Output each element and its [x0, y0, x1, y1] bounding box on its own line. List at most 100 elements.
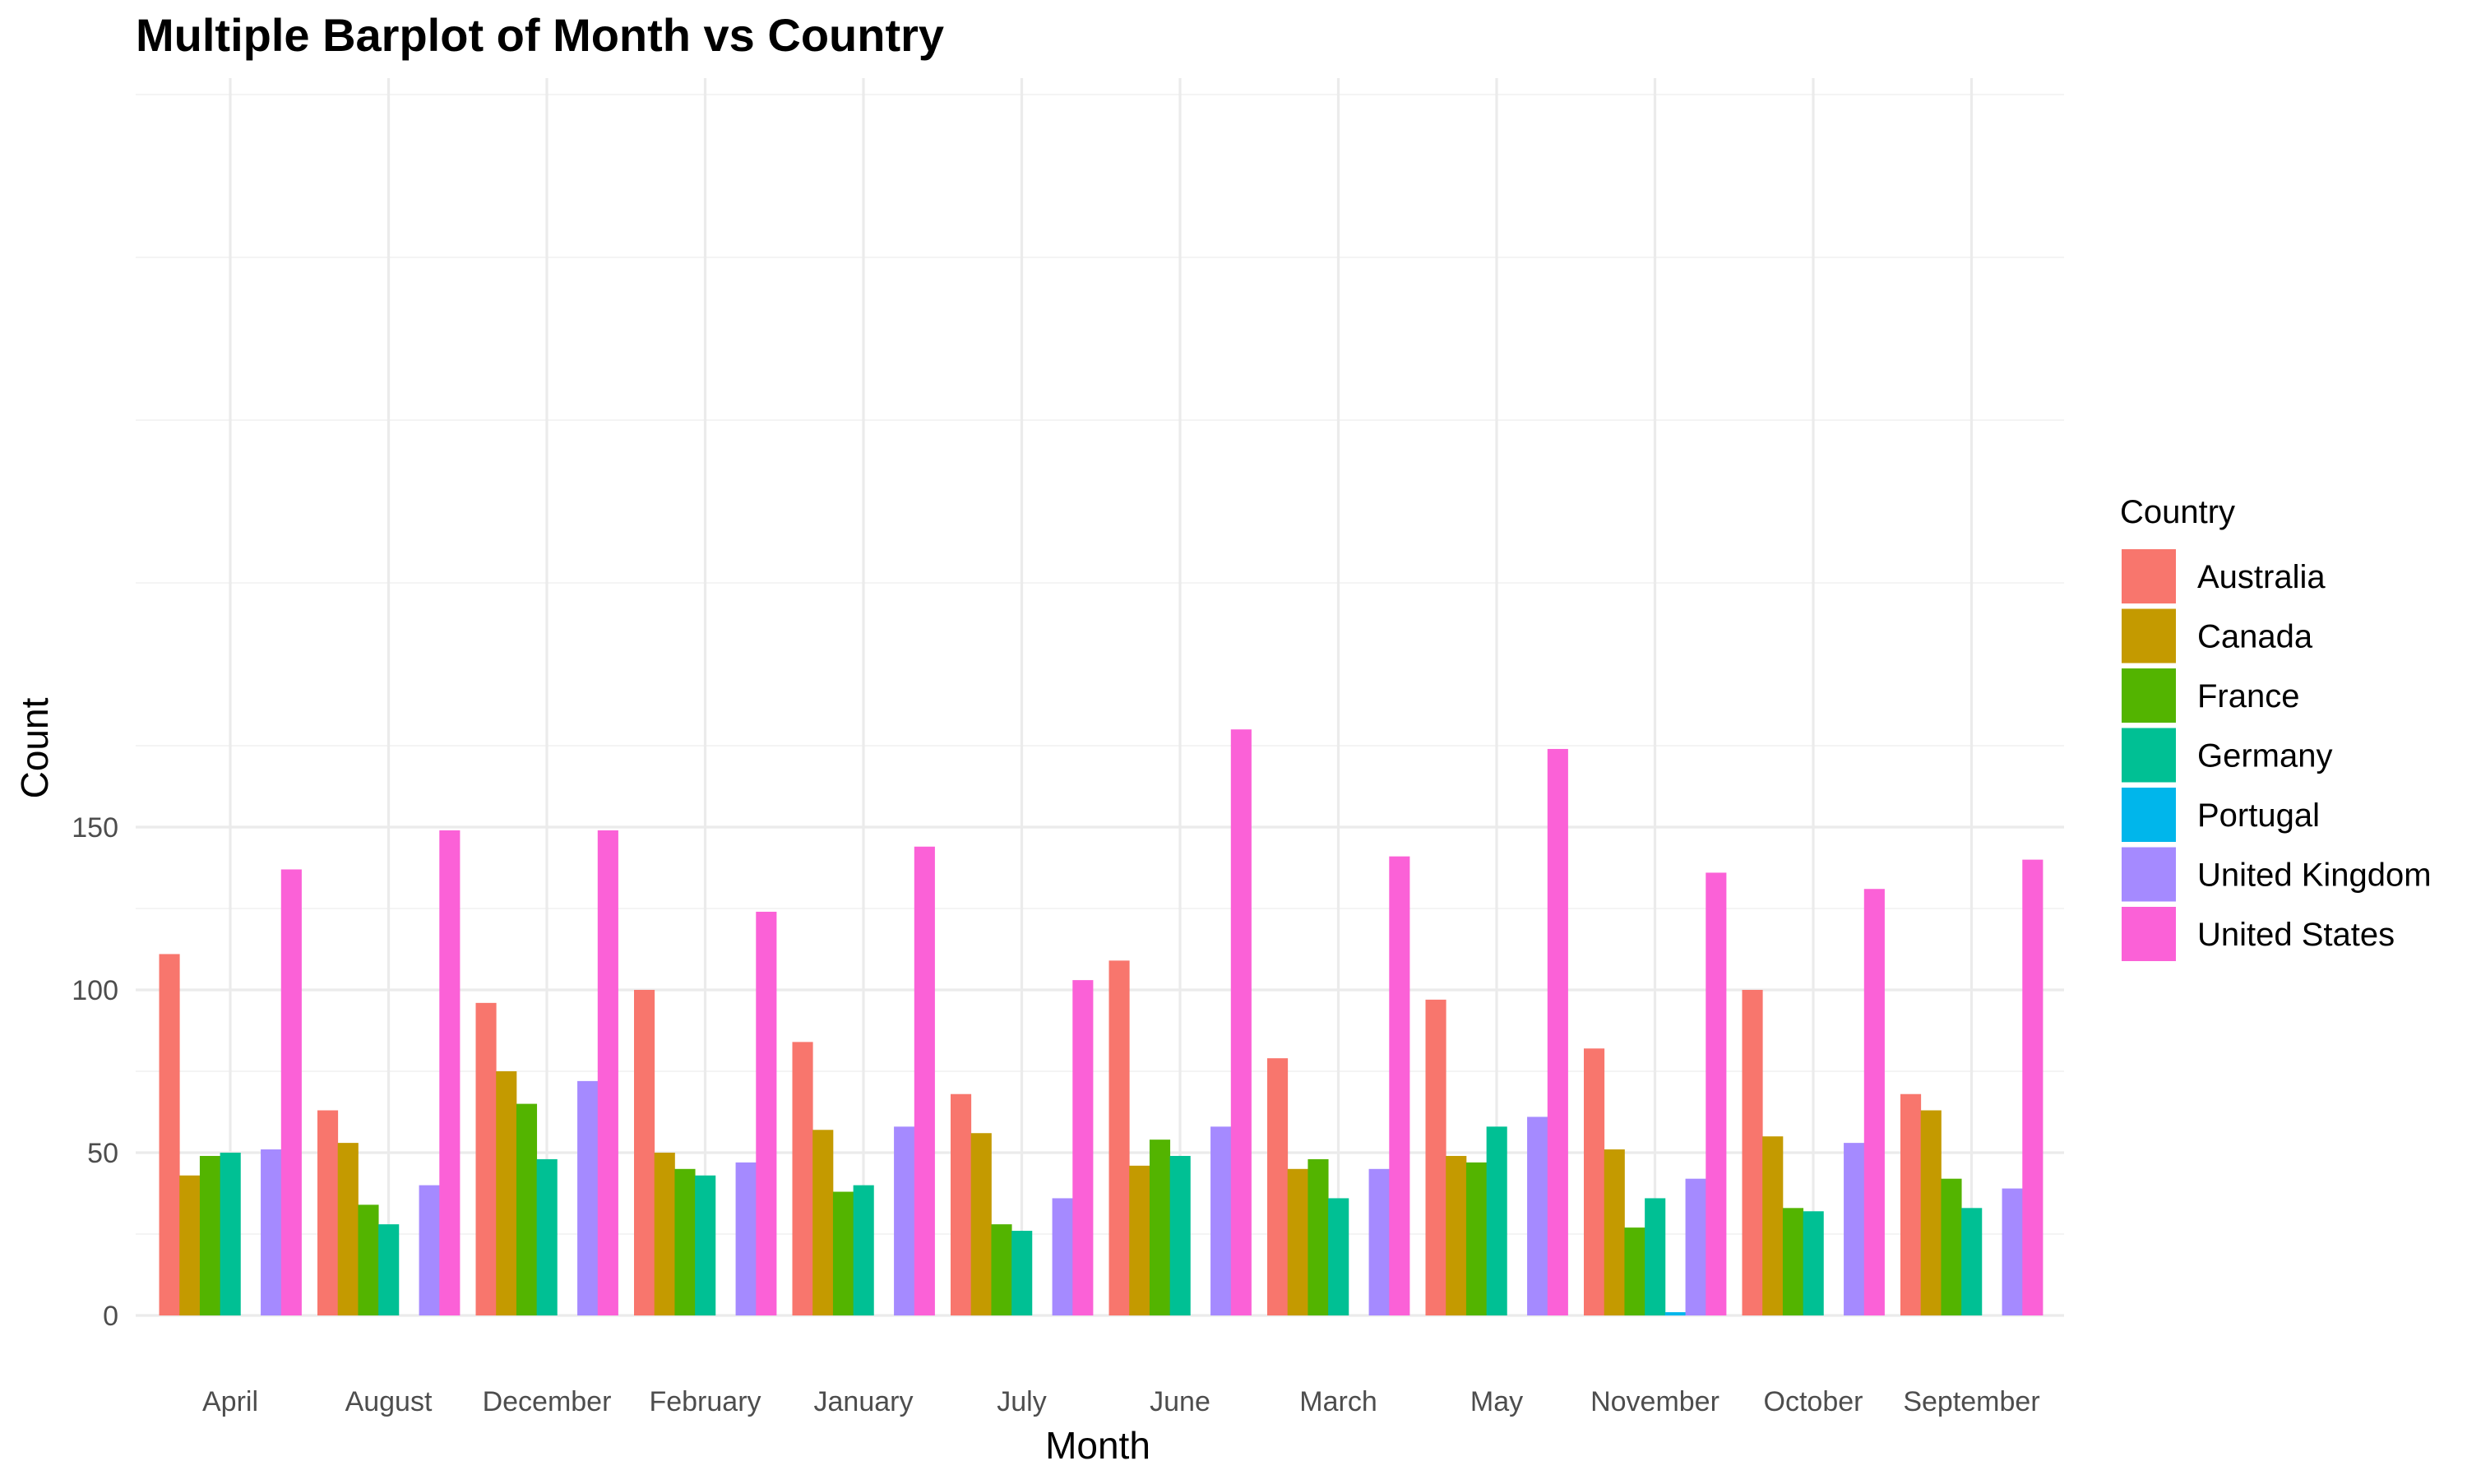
x-tick-label-march: March	[1299, 1386, 1377, 1417]
bar-august-united-kingdom	[419, 1185, 440, 1315]
y-tick-label: 0	[103, 1301, 118, 1332]
bar-january-united-kingdom	[894, 1126, 915, 1315]
bar-february-germany	[695, 1175, 716, 1315]
bar-april-united-kingdom	[261, 1149, 282, 1315]
legend-key-portugal	[2122, 788, 2176, 842]
x-tick-label-september: September	[1903, 1386, 2039, 1417]
bar-july-france	[991, 1224, 1012, 1315]
bar-october-germany	[1803, 1211, 1824, 1315]
bar-february-canada	[654, 1153, 675, 1315]
bar-september-france	[1941, 1178, 1962, 1315]
x-tick-label-january: January	[814, 1386, 914, 1417]
legend-items: Australia Canada France Germany Portugal Unit…	[2122, 549, 2432, 961]
bar-february-australia	[634, 990, 655, 1315]
bar-march-united-states	[1389, 856, 1410, 1315]
x-tick-label-february: February	[649, 1386, 761, 1417]
bar-may-france	[1465, 1162, 1488, 1315]
bar-september-australia	[1900, 1093, 1922, 1315]
bar-august-canada	[337, 1143, 359, 1315]
bar-july-canada	[970, 1133, 992, 1315]
bar-june-united-states	[1230, 729, 1252, 1315]
legend-key-united-kingdom	[2122, 847, 2176, 902]
legend-key-canada	[2122, 608, 2176, 663]
x-tick-label-july: July	[997, 1386, 1046, 1417]
bar-december-france	[516, 1103, 538, 1315]
x-tick-label-august: August	[345, 1386, 433, 1417]
bar-november-france	[1624, 1227, 1645, 1315]
bar-june-united-kingdom	[1210, 1126, 1232, 1315]
bar-july-germany	[1011, 1231, 1033, 1315]
bar-november-united-kingdom	[1685, 1178, 1706, 1315]
bar-january-australia	[792, 1042, 813, 1315]
bar-june-germany	[1169, 1155, 1191, 1315]
legend-label-france: France	[2197, 678, 2300, 714]
bar-april-united-states	[280, 869, 302, 1315]
legend-label-germany: Germany	[2197, 738, 2333, 774]
bar-september-germany	[1961, 1208, 1983, 1315]
bar-june-australia	[1109, 960, 1130, 1315]
bar-july-united-kingdom	[1052, 1198, 1073, 1315]
legend-label-united-kingdom: United Kingdom	[2197, 858, 2432, 894]
bar-march-australia	[1267, 1058, 1289, 1315]
bar-may-germany	[1486, 1126, 1507, 1315]
legend-key-australia	[2122, 549, 2176, 603]
bar-october-united-states	[1863, 889, 1885, 1315]
bar-april-canada	[179, 1175, 201, 1315]
bar-may-united-states	[1547, 748, 1568, 1315]
bar-july-australia	[951, 1093, 972, 1315]
bar-september-united-states	[2022, 859, 2043, 1315]
x-axis-title: Month	[1045, 1424, 1150, 1467]
bar-december-australia	[475, 1002, 497, 1315]
bar-october-france	[1782, 1208, 1804, 1315]
x-tick-label-april: April	[202, 1386, 258, 1417]
bar-january-germany	[853, 1185, 874, 1315]
bar-february-united-states	[756, 911, 777, 1315]
bar-august-germany	[378, 1224, 400, 1315]
bar-november-canada	[1604, 1149, 1625, 1315]
legend-key-united-states	[2122, 907, 2176, 961]
bar-january-united-states	[914, 846, 935, 1315]
bar-november-united-states	[1706, 872, 1727, 1315]
y-axis-title: Count	[13, 697, 56, 798]
bar-october-australia	[1742, 990, 1763, 1315]
bar-october-canada	[1762, 1136, 1784, 1315]
bar-april-australia	[159, 954, 180, 1315]
legend-label-canada: Canada	[2197, 619, 2313, 655]
bars	[159, 729, 2043, 1315]
bar-february-france	[674, 1168, 696, 1315]
bar-may-united-kingdom	[1527, 1116, 1548, 1315]
bar-january-canada	[812, 1130, 834, 1315]
bar-december-canada	[496, 1071, 517, 1315]
y-tick-label: 50	[87, 1138, 118, 1169]
bar-november-australia	[1584, 1048, 1605, 1315]
bar-august-united-states	[439, 830, 461, 1315]
bar-march-germany	[1328, 1198, 1349, 1315]
legend-title: Country	[2120, 494, 2235, 530]
y-tick-label: 100	[72, 975, 118, 1006]
x-tick-label-june: June	[1150, 1386, 1210, 1417]
legend-label-united-states: United States	[2197, 917, 2395, 953]
bar-may-canada	[1446, 1155, 1467, 1315]
bar-december-united-kingdom	[577, 1080, 599, 1315]
bar-march-canada	[1287, 1168, 1308, 1315]
legend: Country Australia Canada France Germany Port…	[2120, 494, 2432, 961]
bar-january-france	[832, 1191, 854, 1315]
bar-july-united-states	[1072, 980, 1094, 1315]
x-tick-labels: April August December February January July Ju…	[202, 1386, 2040, 1417]
x-tick-label-may: May	[1470, 1386, 1523, 1417]
bar-june-canada	[1129, 1165, 1150, 1315]
y-tick-labels: 0 50 100 150	[72, 812, 118, 1332]
legend-key-germany	[2122, 728, 2176, 783]
bar-september-united-kingdom	[2002, 1188, 2023, 1315]
bar-september-canada	[1920, 1110, 1942, 1315]
x-tick-label-december: December	[483, 1386, 612, 1417]
bar-april-germany	[220, 1153, 241, 1315]
bar-december-united-states	[597, 830, 618, 1315]
bar-october-united-kingdom	[1844, 1143, 1865, 1315]
bar-june-france	[1149, 1140, 1171, 1315]
bar-august-australia	[317, 1110, 339, 1315]
bar-december-germany	[536, 1158, 558, 1315]
bar-november-germany	[1645, 1198, 1666, 1315]
bar-november-portugal	[1664, 1312, 1686, 1315]
